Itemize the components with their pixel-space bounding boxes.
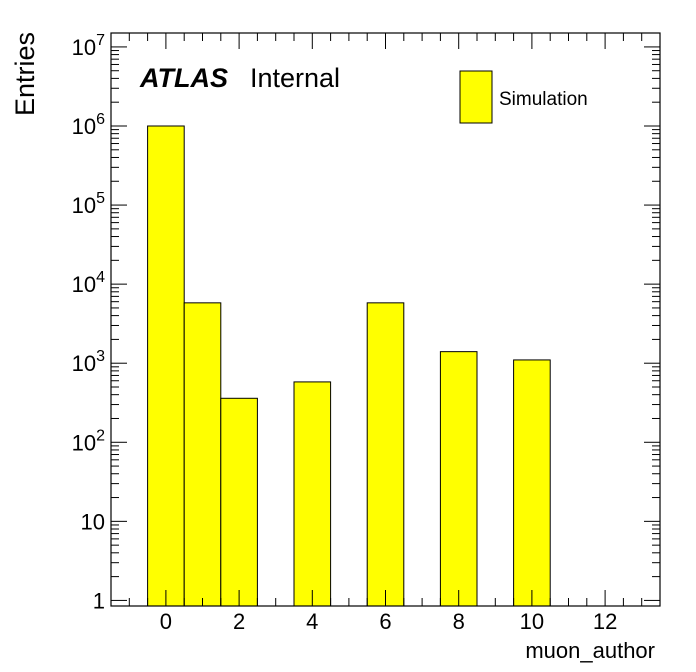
bar-6	[366, 302, 405, 607]
y-tick-labels: 1 10 102 103 104 105 106 107	[72, 32, 105, 613]
bar-10	[513, 359, 551, 607]
bar-2	[220, 397, 258, 607]
x-tick-label: 2	[233, 609, 245, 634]
legend-entry-simulation: Simulation	[499, 89, 588, 110]
x-tick-label: 8	[453, 609, 465, 634]
y-tick-label: 103	[72, 348, 105, 376]
bars-group	[147, 125, 551, 607]
y-axis-label: Entries	[10, 32, 40, 116]
legend: Simulation	[459, 70, 588, 124]
x-tick-label: 12	[593, 609, 617, 634]
x-tick-labels: 0 2 4 6 8 10 12	[160, 609, 618, 634]
y-tick-label: 106	[72, 111, 105, 139]
y-tick-label: 104	[72, 269, 105, 297]
x-tick-label: 6	[379, 609, 391, 634]
atlas-sublabel: Internal	[250, 63, 340, 93]
x-axis-label: muon_author	[525, 638, 655, 663]
atlas-label: ATLAS	[139, 63, 228, 93]
bar-8	[439, 351, 478, 607]
axis-ticks	[110, 33, 661, 606]
y-tick-label: 105	[72, 190, 105, 218]
x-tick-label: 0	[160, 609, 172, 634]
bar-4	[293, 381, 332, 607]
y-tick-label: 107	[72, 32, 105, 60]
bar-0	[147, 125, 185, 607]
bar-1	[183, 302, 222, 607]
x-tick-label: 10	[520, 609, 544, 634]
legend-swatch	[459, 70, 493, 124]
x-tick-label: 4	[306, 609, 318, 634]
y-tick-label: 1	[93, 588, 105, 613]
y-tick-label: 102	[72, 427, 105, 455]
y-tick-label: 10	[81, 509, 105, 534]
